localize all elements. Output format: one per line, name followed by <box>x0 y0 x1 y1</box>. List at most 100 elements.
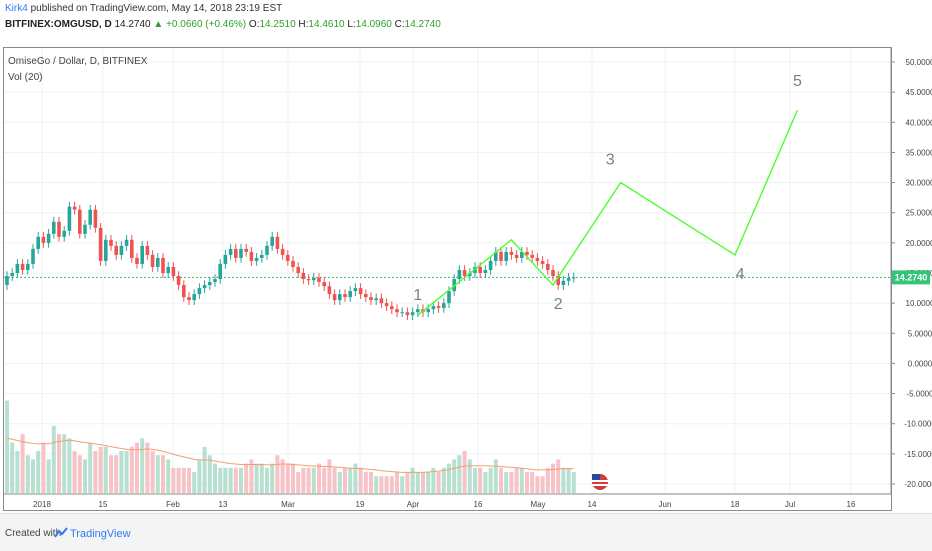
candle-body <box>83 224 87 234</box>
candle-body <box>379 298 384 304</box>
candle-body <box>135 257 139 264</box>
chart-frame <box>3 47 892 511</box>
volume-bar <box>176 467 181 493</box>
x-tick-label: Feb <box>166 500 180 509</box>
price-chart[interactable]: 50.000045.000040.000035.000030.000025.00… <box>0 0 932 513</box>
candle-body <box>312 277 316 281</box>
candle-body <box>124 239 129 246</box>
candle-body <box>182 285 186 298</box>
volume-bar <box>545 467 550 493</box>
volume-bar <box>535 476 540 493</box>
candle-body <box>67 206 72 231</box>
candle-body <box>31 248 35 264</box>
x-tick-label: Jul <box>785 500 795 509</box>
volume-bar <box>311 467 316 493</box>
candle-body <box>561 280 566 286</box>
volume-bar <box>197 459 202 493</box>
volume-bar <box>363 472 368 493</box>
volume-bar <box>509 472 514 493</box>
y-tick-label: 30.0000 <box>906 179 932 188</box>
candle-body <box>504 251 508 261</box>
volume-bar <box>223 467 228 493</box>
volume-bar <box>540 476 545 493</box>
volume-bar <box>457 455 462 493</box>
candle-body <box>26 263 30 270</box>
candle-body <box>202 285 207 289</box>
x-tick-label: 14 <box>588 500 597 509</box>
candle-body <box>499 251 503 261</box>
candle-body <box>72 206 77 210</box>
candle-body <box>244 248 248 252</box>
price-tag-label: 14.2740 <box>895 272 928 282</box>
y-tick-label: 25.0000 <box>906 209 932 218</box>
volume-bar <box>353 463 358 493</box>
volume-bar <box>348 467 353 493</box>
volume-bar <box>83 459 87 493</box>
volume-bar <box>77 455 82 493</box>
candle-body <box>494 251 498 261</box>
volume-bar <box>561 467 566 493</box>
event-flag-canton <box>592 474 600 480</box>
volume-bar <box>62 434 67 493</box>
volume-bar <box>483 472 488 493</box>
y-tick-label: 5.0000 <box>908 329 932 338</box>
candle-body <box>109 239 113 246</box>
candle-body <box>20 263 25 270</box>
event-flag-stripe <box>592 480 608 482</box>
y-tick-label: -10.0000 <box>904 420 932 429</box>
elliott-wave-path <box>417 109 799 316</box>
candle-body <box>254 257 259 261</box>
volume-bar <box>488 467 493 493</box>
candle-body <box>10 273 14 277</box>
volume-bar <box>473 467 477 493</box>
volume-bar <box>140 438 145 493</box>
candle-body <box>286 254 290 261</box>
created-with-text: Created with <box>5 528 62 539</box>
tradingview-brand-link[interactable]: TradingView <box>70 528 131 540</box>
x-tick-label: 18 <box>731 500 740 509</box>
candle-body <box>130 239 134 258</box>
volume-legend[interactable]: Vol (20) <box>8 72 43 83</box>
volume-bar <box>150 451 155 493</box>
volume-bar <box>20 434 25 493</box>
candle-body <box>369 297 373 301</box>
volume-bar <box>5 400 9 493</box>
volume-bar <box>249 459 254 493</box>
volume-bar <box>228 467 233 493</box>
author-link[interactable]: Kirk4 <box>5 3 28 14</box>
volume-bar <box>379 476 384 493</box>
low-label: L: <box>347 19 356 30</box>
footer-bar: Created with TradingView <box>0 513 932 551</box>
symbol-info: BITFINEX:OMGUSD, D 14.2740 ▲ +0.0660 (+0… <box>5 19 441 30</box>
candle-body <box>270 236 274 246</box>
volume-bar <box>161 455 165 493</box>
candle-body <box>416 309 420 313</box>
y-tick-label: 40.0000 <box>906 118 932 127</box>
candle-body <box>317 277 321 283</box>
candle-body <box>447 291 451 304</box>
close-value: 14.2740 <box>404 19 441 30</box>
volume-bar <box>10 442 15 493</box>
volume-bar <box>530 472 535 493</box>
x-tick-label: 16 <box>474 500 483 509</box>
candle-body <box>171 266 176 277</box>
candle-body <box>296 266 300 273</box>
volume-bar <box>275 455 280 493</box>
candle-body <box>358 288 363 295</box>
volume-bar <box>181 467 186 493</box>
volume-bar <box>67 438 72 493</box>
candle-body <box>353 288 358 292</box>
volume-bar <box>270 463 275 493</box>
candle-body <box>384 303 389 307</box>
y-tick-label: 10.0000 <box>906 299 932 308</box>
candle-body <box>301 273 306 280</box>
volume-bar <box>405 472 410 493</box>
candle-body <box>166 266 170 273</box>
candle-body <box>150 254 155 267</box>
volume-bar <box>369 472 373 493</box>
wave-label-3: 3 <box>606 151 615 168</box>
candle-body <box>57 221 61 237</box>
candle-body <box>260 254 264 258</box>
series-legend[interactable]: OmiseGo / Dollar, D, BITFINEX <box>8 56 148 67</box>
volume-bar <box>119 451 124 493</box>
